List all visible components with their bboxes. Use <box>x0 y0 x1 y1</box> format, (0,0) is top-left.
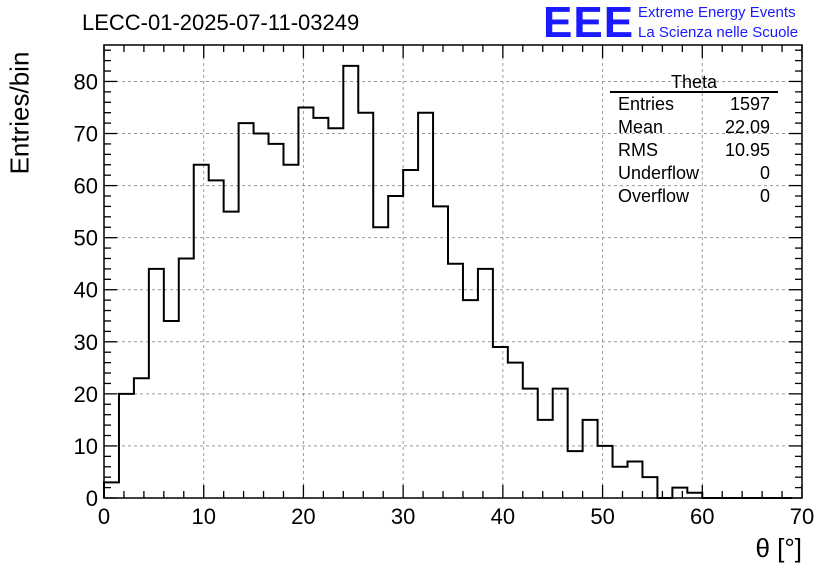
stats-row-mean: Mean 22.09 <box>610 116 778 139</box>
y-tick-label: 0 <box>86 486 98 511</box>
histogram-bin <box>672 488 687 498</box>
logo-line-1: Extreme Energy Events <box>638 4 796 21</box>
y-tick-label: 60 <box>74 174 98 199</box>
stats-value: 1597 <box>729 94 770 114</box>
histogram-bin <box>583 420 598 498</box>
histogram-bin <box>149 269 164 498</box>
histogram-bin <box>209 180 224 498</box>
histogram-bin <box>328 128 343 498</box>
stats-label: Mean <box>618 117 664 137</box>
histogram-bin <box>553 389 568 498</box>
stats-value: 22.09 <box>724 117 770 137</box>
histogram-bin <box>388 196 403 498</box>
histogram-bin <box>104 482 119 498</box>
histogram-bin <box>628 462 643 498</box>
histogram-bin <box>433 206 448 498</box>
x-tick-label: 30 <box>391 504 415 529</box>
stats-value: 0 <box>759 163 770 183</box>
stats-title: Theta <box>610 73 778 93</box>
stats-label: Underflow <box>618 163 700 183</box>
histogram-bin <box>269 144 284 498</box>
axis-tick-labels: 0 10 20 30 40 50 60 70 0 10 20 30 40 50 60 70 80 <box>74 69 815 529</box>
logo-line-2: La Scienza nelle Scuole <box>638 24 799 41</box>
y-tick-label: 70 <box>74 122 98 147</box>
histogram-bin <box>119 394 134 498</box>
plot-frame-rect <box>103 44 803 499</box>
x-tick-label: 10 <box>191 504 215 529</box>
histogram-bin <box>313 118 328 498</box>
histogram-bin <box>179 258 194 498</box>
stats-label: RMS <box>618 140 658 160</box>
stats-row-rms: RMS 10.95 <box>610 139 778 162</box>
histogram-bin <box>478 269 493 498</box>
histogram-bin <box>298 107 313 498</box>
x-tick-label: 0 <box>98 504 110 529</box>
y-tick-label: 80 <box>74 69 98 94</box>
x-tick-label: 50 <box>590 504 614 529</box>
histogram-bin <box>224 212 239 498</box>
y-tick-label: 10 <box>74 434 98 459</box>
x-tick-label: 70 <box>790 504 814 529</box>
stats-label: Overflow <box>618 186 690 206</box>
histogram-bin <box>194 165 209 498</box>
y-tick-label: 20 <box>74 382 98 407</box>
stats-box: Theta Entries 1597 Mean 22.09 RMS 10.95 … <box>610 73 778 208</box>
histogram-bin <box>164 321 179 498</box>
histogram-outline <box>103 64 793 499</box>
histogram-bin <box>254 134 269 498</box>
y-axis-label: Entries/bin <box>4 51 35 175</box>
stats-value: 0 <box>759 186 770 206</box>
histogram-bin <box>523 389 538 498</box>
histogram-bin <box>568 451 583 498</box>
eee-logo-text: Extreme Energy Events La Scienza nelle S… <box>638 3 798 43</box>
stats-label: Entries <box>618 94 675 114</box>
histogram-bin <box>613 467 628 498</box>
histogram-bin <box>508 363 523 498</box>
eee-logo: EEE <box>543 0 635 47</box>
histogram-bin <box>448 264 463 498</box>
x-tick-label: 60 <box>690 504 714 529</box>
histogram-bin <box>283 165 298 498</box>
stats-row-underflow: Underflow 0 <box>610 162 778 185</box>
histogram-bin <box>598 446 613 498</box>
y-tick-label: 30 <box>74 330 98 355</box>
histogram-bin <box>134 378 149 498</box>
chart-title: LECC-01-2025-07-11-03249 <box>82 10 360 35</box>
histogram-bin <box>493 347 508 498</box>
stats-row-overflow: Overflow 0 <box>610 185 778 208</box>
gridlines <box>104 45 802 498</box>
histogram-bin <box>418 113 433 498</box>
histogram-bin <box>358 113 373 498</box>
axis-ticks <box>103 45 803 499</box>
stats-value: 10.95 <box>724 140 770 160</box>
y-tick-label: 50 <box>74 226 98 251</box>
histogram-bin <box>538 420 553 498</box>
histogram-bin <box>343 66 358 498</box>
histogram-bin <box>463 300 478 498</box>
histogram-bin <box>403 170 418 498</box>
histogram-bin <box>373 227 388 498</box>
histogram-bin <box>642 477 657 498</box>
x-tick-label: 20 <box>291 504 315 529</box>
plot-frame <box>103 44 803 499</box>
x-axis-label: θ [°] <box>755 533 802 563</box>
stats-row-entries: Entries 1597 <box>610 93 778 116</box>
y-tick-label: 40 <box>74 278 98 303</box>
histogram-bins <box>103 64 793 499</box>
histogram-bin <box>239 123 254 498</box>
x-tick-label: 40 <box>491 504 515 529</box>
